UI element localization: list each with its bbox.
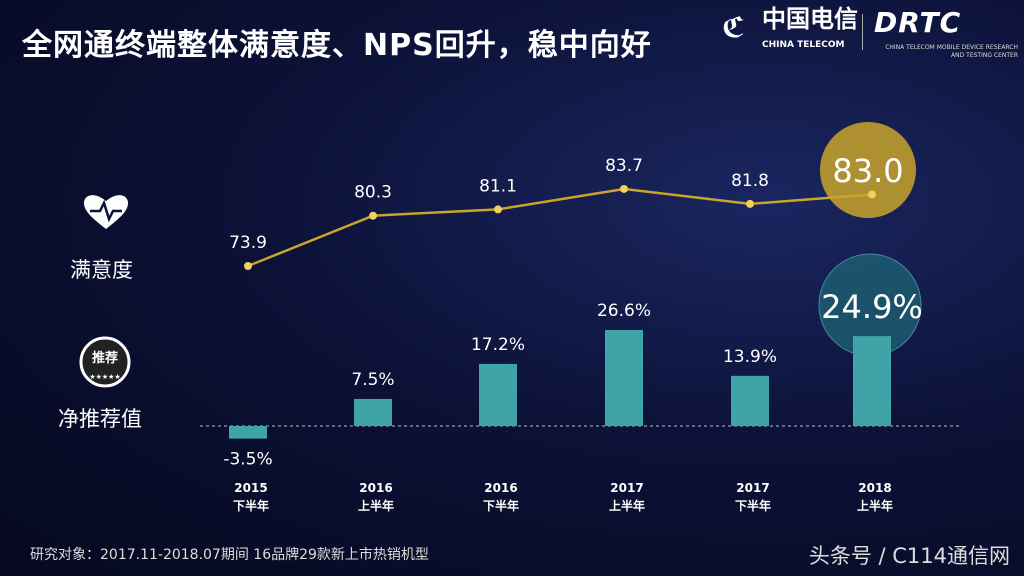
x-tick-half: 上半年 [857,498,893,513]
watermark: 头条号 / C114通信网 [808,544,1010,568]
satisfaction-line [247,187,873,268]
nps-data-label: 24.9% [821,288,923,326]
satisfaction-data-label: 73.9 [229,233,267,253]
nps-data-label: 26.6% [597,301,651,321]
x-tick-half: 下半年 [233,498,269,513]
satisfaction-data-label: 80.3 [354,183,392,203]
recommend-badge-icon: 推荐 ★★★★★ [79,336,131,388]
x-tick-year: 2016 [484,481,517,495]
satisfaction-point [369,211,377,220]
telecom-mark-icon: ℭ [722,11,745,44]
logo-divider [862,14,863,50]
satisfaction-point [868,190,876,199]
highlight-circle-satisfaction [820,122,916,218]
x-tick-year: 2016 [359,481,392,495]
page-title: 全网通终端整体满意度、NPS回升，稳中向好 [22,28,652,63]
footnote: 研究对象：2017.11-2018.07期间 16品牌29款新上市热销机型 [30,547,429,563]
nps-bar [853,336,891,426]
nps-bar [731,375,769,426]
nps-label: 净推荐值 [58,407,142,431]
badge-text: 推荐 [92,350,118,366]
nps-bar [354,398,392,426]
nps-data-label: 13.9% [723,347,777,367]
satisfaction-data-label: 81.1 [479,176,517,196]
x-tick-half: 下半年 [483,498,519,513]
x-tick-half: 上半年 [609,498,645,513]
x-tick-half: 下半年 [735,498,771,513]
x-tick-year: 2018 [858,481,891,495]
satisfaction-point [494,205,502,214]
heart-icon [84,195,128,229]
nps-bar [479,363,517,426]
satisfaction-point [244,262,252,270]
nps-bar [229,426,267,439]
drtc-text: DRTC [874,6,962,39]
x-tick-half: 上半年 [358,498,394,513]
x-tick-year: 2015 [234,481,267,495]
satisfaction-point [746,199,754,208]
logo-cn: 中国电信 [762,4,858,33]
badge-stars-icon: ★★★★★ [89,373,120,381]
logo-en: CHINA TELECOM [762,40,845,50]
nps-data-label: -3.5% [223,450,272,470]
drtc-logo: DRTC CHINA TELECOM MOBILE DEVICE RESEARC… [874,6,1018,60]
drtc-sub: CHINA TELECOM MOBILE DEVICE RESEARCH AND… [885,44,1018,59]
nps-bar [605,329,643,426]
x-tick-year: 2017 [610,481,643,495]
satisfaction-data-label: 83.0 [832,152,903,190]
nps-data-label: 17.2% [471,335,525,355]
satisfaction-label: 满意度 [70,258,133,282]
satisfaction-data-label: 83.7 [605,156,643,176]
x-tick-year: 2017 [736,481,769,495]
satisfaction-point [620,184,628,193]
satisfaction-data-label: 81.8 [731,171,769,191]
china-telecom-logo: ℭ 中国电信 CHINA TELECOM [722,4,858,56]
nps-data-label: 7.5% [351,370,394,390]
